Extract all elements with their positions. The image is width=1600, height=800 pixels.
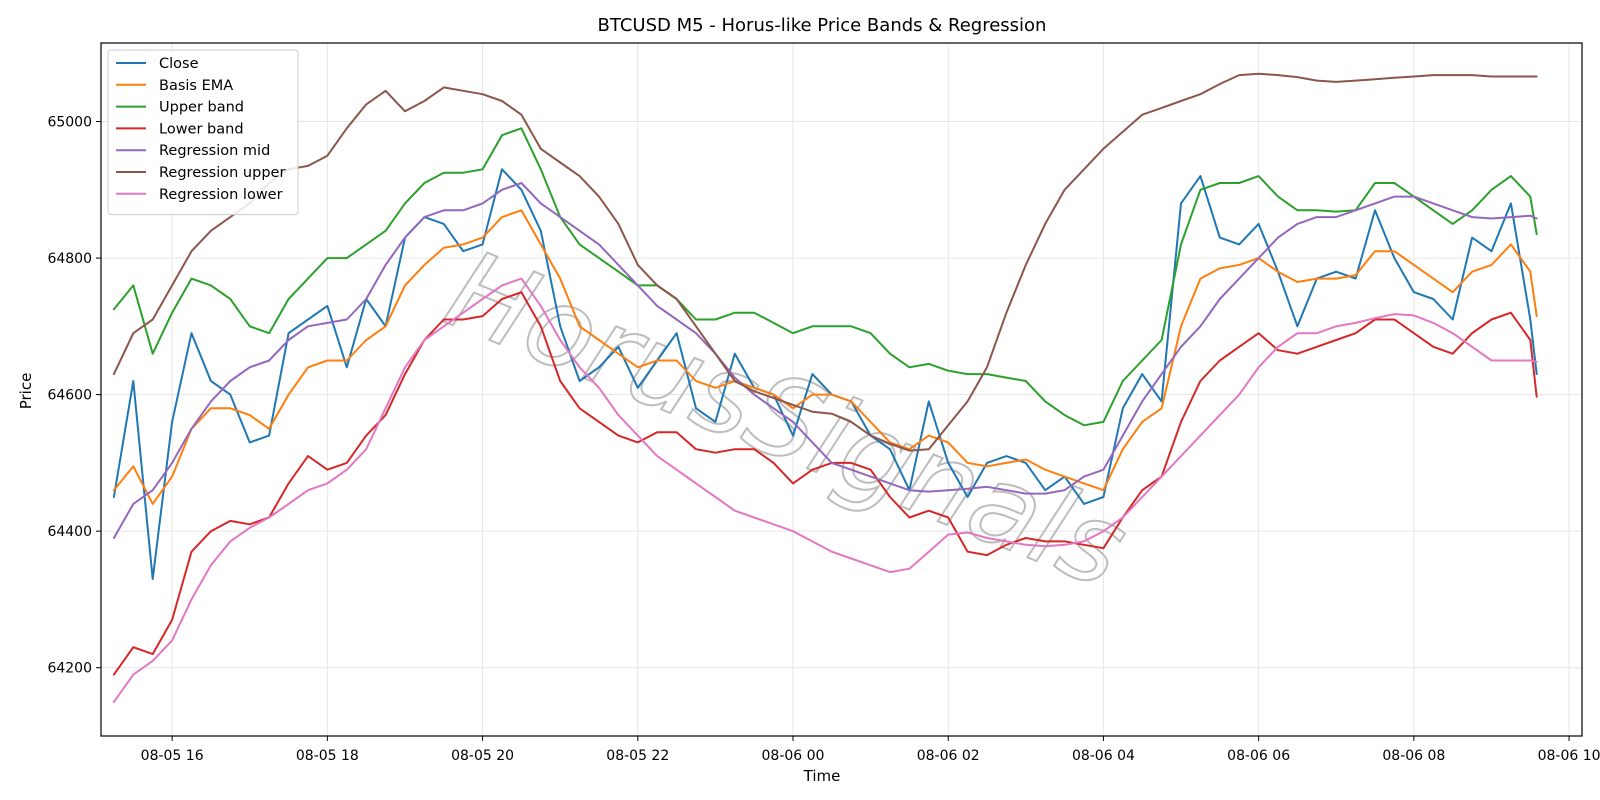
x-axis-label: Time <box>803 767 841 785</box>
y-tick-label: 64200 <box>47 661 92 677</box>
x-tick-label: 08-05 20 <box>451 748 514 764</box>
series-line-basis-ema <box>112 209 1538 505</box>
chart-title: BTCUSD M5 - Horus-like Price Bands & Reg… <box>598 15 1047 36</box>
y-tick-label: 64800 <box>47 251 92 267</box>
y-axis-label: Price <box>17 373 35 410</box>
x-tick-label: 08-05 16 <box>141 748 204 764</box>
x-tick-label: 08-06 06 <box>1227 748 1290 764</box>
legend-label: Regression lower <box>159 187 283 203</box>
series-lines <box>112 72 1538 703</box>
series-line-regression-upper <box>112 72 1538 452</box>
legend-box <box>107 49 299 216</box>
series-line-regression-mid <box>112 182 1538 539</box>
legend-label: Basis EMA <box>159 78 233 94</box>
legend-label: Close <box>159 56 199 72</box>
y-tick-label: 64600 <box>47 388 92 404</box>
x-tick-label: 08-06 00 <box>762 748 825 764</box>
x-tick-label: 08-06 04 <box>1072 748 1135 764</box>
legend-label: Regression mid <box>159 143 270 159</box>
legend-label: Lower band <box>159 121 244 137</box>
gridlines <box>101 43 1582 736</box>
legend-label: Regression upper <box>159 165 285 181</box>
legend: Close Basis EMA Upper band Lower band Regres… <box>107 49 299 216</box>
x-tick-label: 08-06 02 <box>917 748 980 764</box>
x-tick-label: 08-06 08 <box>1382 748 1445 764</box>
x-tick-label: 08-05 22 <box>606 748 669 764</box>
x-tick-label: 08-06 10 <box>1538 748 1600 764</box>
x-axis: 08-05 16 08-05 18 08-05 20 08-05 22 08-06 00… <box>141 736 1600 764</box>
x-tick-label: 08-05 18 <box>296 748 359 764</box>
y-tick-label: 65000 <box>47 115 92 131</box>
series-line-upper-band <box>112 127 1538 427</box>
y-axis: 64200 64400 64600 64800 65000 <box>47 115 101 677</box>
legend-label: Upper band <box>159 100 244 116</box>
y-tick-label: 64400 <box>47 524 92 540</box>
series-line-regression-lower <box>112 277 1538 703</box>
plot-frame <box>100 42 1583 737</box>
